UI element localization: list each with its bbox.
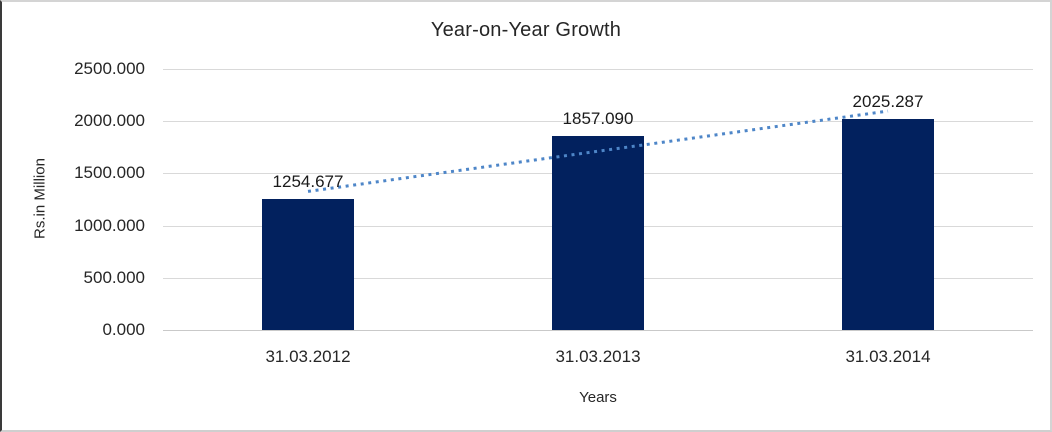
bar-31.03.2012 (262, 199, 354, 330)
x-category-label: 31.03.2012 (265, 347, 351, 366)
x-axis-title: Years (579, 389, 617, 406)
x-category-label: 31.03.2014 (845, 347, 931, 366)
gridline (163, 330, 1033, 331)
bar-value-label: 1857.090 (562, 109, 634, 128)
y-tick-label: 2000.000 (74, 111, 145, 130)
bar-31.03.2013 (552, 136, 644, 330)
bar-value-label: 2025.287 (852, 92, 924, 111)
y-tick-label: 0.000 (102, 320, 145, 339)
y-tick-label: 1500.000 (74, 163, 145, 182)
y-axis-title: Rs.in Million (31, 158, 49, 239)
gridline (163, 69, 1033, 70)
x-category-label: 31.03.2013 (555, 347, 641, 366)
y-tick-label: 500.000 (83, 268, 145, 287)
chart-title: Year-on-Year Growth (430, 19, 622, 41)
bar-value-label: 1254.677 (272, 172, 344, 191)
y-tick-label: 1000.000 (74, 216, 145, 235)
y-tick-label: 2500.000 (74, 59, 145, 78)
bar-31.03.2014 (842, 119, 934, 330)
